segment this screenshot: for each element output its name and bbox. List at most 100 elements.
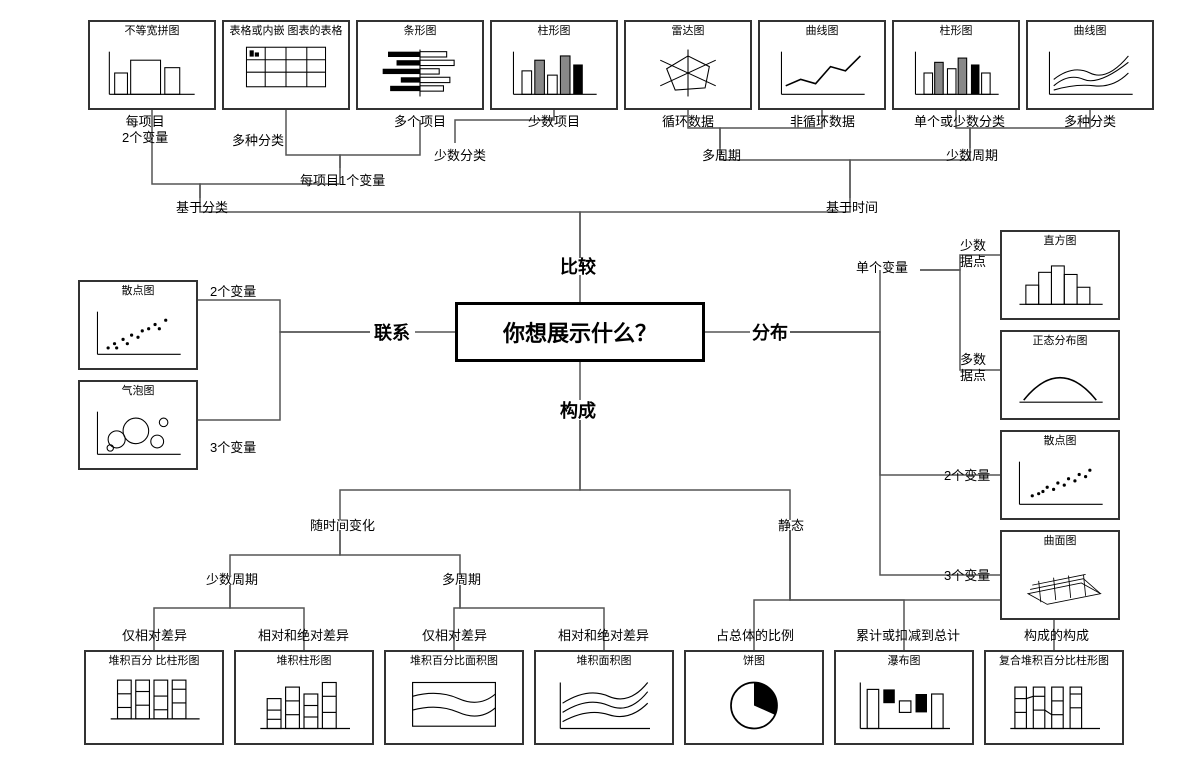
card-title: 不等宽拼图: [90, 22, 214, 41]
lbl-nested: 构成的构成: [1024, 628, 1089, 644]
card-scatter-left: 散点图: [78, 280, 198, 370]
card-stack-pct: 堆积百分 比柱形图: [84, 650, 224, 745]
card-title: 散点图: [1002, 432, 1118, 451]
thumb-stackareapct-icon: [386, 671, 522, 740]
lbl-dist-2var: 2个变量: [944, 468, 990, 484]
lbl-comp-few-period: 少数周期: [206, 572, 258, 588]
card-title: 气泡图: [80, 382, 196, 401]
lbl-top-3: 少数项目: [528, 114, 580, 130]
card-title: 雷达图: [626, 22, 750, 41]
lbl-rel-abs-1: 相对和绝对差异: [258, 628, 349, 644]
card-normal: 正态分布图: [1000, 330, 1120, 420]
card-title: 曲线图: [1028, 22, 1152, 41]
lbl-link-3var: 3个变量: [210, 440, 256, 456]
thumb-surface-icon: [1002, 551, 1118, 615]
lbl-top-0: 每项目 2个变量: [122, 114, 168, 147]
lbl-rel-abs-2: 相对和绝对差异: [558, 628, 649, 644]
card-pie: 饼图: [684, 650, 824, 745]
card-surface: 曲面图: [1000, 530, 1120, 620]
card-title: 条形图: [358, 22, 482, 41]
lbl-rel-only-2: 仅相对差异: [422, 628, 487, 644]
lbl-single-var: 单个变量: [856, 260, 908, 276]
thumb-normal-icon: [1002, 351, 1118, 415]
thumb-varwidth-bar-icon: [90, 41, 214, 105]
card-line: 曲线图: [758, 20, 886, 110]
lbl-top-6: 单个或少数分类: [914, 114, 1005, 130]
card-title: 瀑布图: [836, 652, 972, 671]
card-radar: 雷达图: [624, 20, 752, 110]
card-title: 堆积百分 比柱形图: [86, 652, 222, 671]
thumb-vbar-icon: [492, 41, 616, 105]
card-title: 堆积百分比面积图: [386, 652, 522, 671]
card-hist: 直方图: [1000, 230, 1120, 320]
branch-relationship: 联系: [374, 322, 410, 345]
thumb-stackpct-icon: [86, 671, 222, 728]
card-vbar: 柱形图: [490, 20, 618, 110]
card-title: 直方图: [1002, 232, 1118, 251]
lbl-one-var: 每项目1个变量: [300, 173, 385, 189]
lbl-top-1: 多种分类: [232, 133, 284, 149]
card-scatter-right: 散点图: [1000, 430, 1120, 520]
lbl-comp-multi-period: 多周期: [442, 572, 481, 588]
lbl-top-2: 多个项目: [394, 114, 446, 130]
thumb-scatter-icon: [80, 301, 196, 365]
lbl-time-change: 随时间变化: [310, 518, 375, 534]
lbl-by-cat: 基于分类: [176, 200, 228, 216]
lbl-link-2var: 2个变量: [210, 284, 256, 300]
thumb-line-icon: [760, 41, 884, 105]
branch-composition: 构成: [560, 400, 596, 423]
thumb-compound-icon: [986, 671, 1122, 740]
branch-distribution: 分布: [752, 322, 788, 345]
card-title: 堆积面积图: [536, 652, 672, 671]
card-title: 堆积柱形图: [236, 652, 372, 671]
lbl-cum: 累计或扣减到总计: [856, 628, 960, 644]
lbl-few-cat: 少数分类: [434, 148, 486, 164]
thumb-table-icon: [224, 41, 348, 93]
branch-compare: 比较: [560, 256, 596, 279]
card-title: 散点图: [80, 282, 196, 301]
card-multiline: 曲线图: [1026, 20, 1154, 110]
card-title: 表格或内嵌 图表的表格: [224, 22, 348, 41]
lbl-dist-3var: 3个变量: [944, 568, 990, 584]
card-title: 柱形图: [492, 22, 616, 41]
card-title: 曲面图: [1002, 532, 1118, 551]
thumb-bubble-icon: [80, 401, 196, 465]
card-stack-area: 堆积面积图: [534, 650, 674, 745]
card-hbar: 条形图: [356, 20, 484, 110]
thumb-stackbar-icon: [236, 671, 372, 740]
thumb-pie-icon: [686, 671, 822, 740]
lbl-few-pts: 少数 据点: [960, 238, 986, 271]
thumb-scatter-icon: [1002, 451, 1118, 515]
card-waterfall: 瀑布图: [834, 650, 974, 745]
lbl-static: 静态: [778, 518, 804, 534]
card-title: 复合堆积百分比柱形图: [986, 652, 1122, 671]
thumb-stackarea-icon: [536, 671, 672, 740]
thumb-radar-icon: [626, 41, 750, 105]
thumb-hist-icon: [1002, 251, 1118, 315]
card-varwidth-bar: 不等宽拼图: [88, 20, 216, 110]
thumb-waterfall-icon: [836, 671, 972, 740]
lbl-top-7: 多种分类: [1064, 114, 1116, 130]
card-stack-bar: 堆积柱形图: [234, 650, 374, 745]
card-title: 饼图: [686, 652, 822, 671]
card-title: 柱形图: [894, 22, 1018, 41]
lbl-many-pts: 多数 据点: [960, 352, 986, 385]
center-question-box: 你想展示什么？: [455, 302, 705, 362]
lbl-top-4: 循环数据: [662, 114, 714, 130]
center-question-text: 你想展示什么？: [503, 316, 657, 348]
lbl-multi-period: 多周期: [702, 148, 741, 164]
lbl-by-time: 基于时间: [826, 200, 878, 216]
lbl-top-5: 非循环数据: [790, 114, 855, 130]
thumb-multiline-icon: [1028, 41, 1152, 105]
lbl-prop: 占总体的比例: [716, 628, 794, 644]
card-vbar-2: 柱形图: [892, 20, 1020, 110]
card-compound-stack: 复合堆积百分比柱形图: [984, 650, 1124, 745]
lbl-few-period: 少数周期: [946, 148, 998, 164]
thumb-hbar-icon: [358, 41, 482, 105]
card-stack-area-pct: 堆积百分比面积图: [384, 650, 524, 745]
card-title: 正态分布图: [1002, 332, 1118, 351]
lbl-rel-only-1: 仅相对差异: [122, 628, 187, 644]
card-table-embed: 表格或内嵌 图表的表格: [222, 20, 350, 110]
card-bubble: 气泡图: [78, 380, 198, 470]
card-title: 曲线图: [760, 22, 884, 41]
